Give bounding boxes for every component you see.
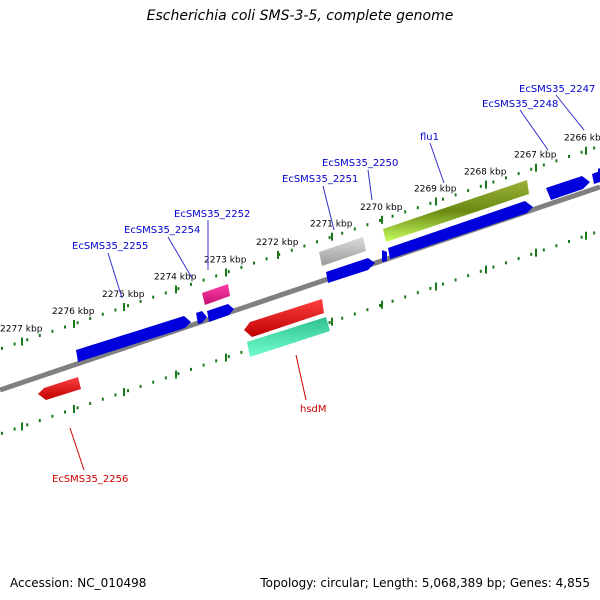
tick-labels: 2266 kbp 2267 kbp 2268 kbp 2269 kbp 2270 kbp… — [0, 134, 600, 335]
label-EcSMS35_2254: EcSMS35_2254 — [124, 225, 200, 236]
gene-flu1[interactable] — [383, 180, 529, 242]
tick-label: 2277 kbp — [0, 325, 43, 335]
tick-label: 2271 kbp — [310, 220, 353, 230]
label-flu1: flu1 — [420, 132, 439, 143]
label-leader-lines — [107, 94, 585, 299]
label-EcSMS35_2256: EcSMS35_2256 — [52, 474, 128, 485]
label-EcSMS35_2255: EcSMS35_2255 — [72, 241, 148, 252]
gene-EcSMS35_2255[interactable] — [76, 316, 191, 362]
label-EcSMS35_2248: EcSMS35_2248 — [482, 99, 558, 110]
gene-EcSMS35_2254[interactable] — [207, 304, 234, 322]
label-hsdM: hsdM — [300, 404, 327, 415]
label-EcSMS35_2250: EcSMS35_2250 — [322, 158, 398, 169]
gene-EcSMS35_2256[interactable] — [38, 377, 81, 400]
tick-label: 2274 kbp — [154, 272, 197, 282]
gene-EcSMS35_2252[interactable] — [202, 284, 230, 305]
tick-label: 2273 kbp — [204, 256, 247, 266]
genome-summary-text: Topology: circular; Length: 5,068,389 bp… — [260, 576, 590, 590]
gene-EcSMS35_2248[interactable] — [546, 176, 590, 200]
tick-label: 2266 kbp — [564, 134, 600, 144]
reverse-strand-features — [38, 299, 330, 400]
map-title: Escherichia coli SMS-3-5, complete genom… — [146, 8, 454, 24]
tick-label: 2268 kbp — [464, 168, 507, 178]
label-leader-lines-reverse — [69, 354, 307, 471]
tick-label: 2267 kbp — [514, 151, 557, 161]
gene-hsdM[interactable] — [247, 317, 330, 357]
gene-EcSMS35_2251[interactable] — [319, 237, 366, 266]
tick-label: 2269 kbp — [414, 184, 457, 194]
gene-red-reverse[interactable] — [244, 299, 324, 337]
tick-label: 2276 kbp — [52, 307, 95, 317]
gene-labels-forward: EcSMS35_2247 EcSMS35_2248 flu1 EcSMS35_2… — [72, 84, 595, 252]
label-EcSMS35_2252: EcSMS35_2252 — [174, 209, 250, 220]
gene-EcSMS35_2250[interactable] — [388, 201, 533, 259]
accession-text: Accession: NC_010498 — [10, 576, 147, 590]
label-EcSMS35_2247: EcSMS35_2247 — [519, 84, 595, 95]
label-EcSMS35_2251: EcSMS35_2251 — [282, 174, 358, 185]
tick-track-upper — [1, 146, 596, 350]
gene-labels-reverse: hsdM EcSMS35_2256 — [52, 404, 327, 485]
tick-label: 2270 kbp — [360, 203, 403, 213]
tick-label: 2272 kbp — [256, 238, 299, 248]
forward-strand-features — [76, 168, 600, 362]
tick-label: 2275 kbp — [102, 290, 145, 300]
